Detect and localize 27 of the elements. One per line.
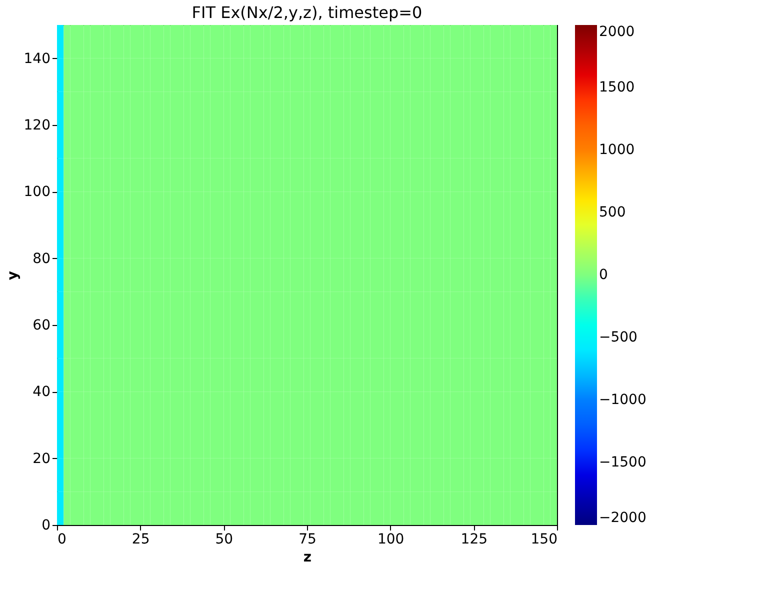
color-bar-label: 500 (599, 204, 626, 220)
y-tick-label: 80 (32, 250, 50, 267)
x-tick-label: 75 (298, 532, 316, 548)
x-tick-label: 50 (215, 532, 234, 548)
color-bar-label: −2000 (599, 510, 646, 526)
y-tick-label: 20 (32, 450, 50, 467)
x-tick-label: 150 (530, 532, 558, 548)
color-bar-label: −500 (599, 330, 638, 346)
y-tick-label: 60 (32, 318, 50, 334)
color-bar-label: −1000 (599, 392, 646, 408)
y-tick-label: 100 (24, 184, 50, 200)
x-tick-label: 25 (132, 532, 150, 548)
color-bar-label: 1000 (599, 142, 635, 158)
chart-title: FIT Ex(Nx/2,y,z), timestep=0 (192, 3, 422, 22)
x-tick-label: 0 (58, 532, 66, 548)
color-bar-label: −1500 (599, 454, 646, 470)
x-tick-label: 125 (460, 532, 488, 548)
x-axis-title: z (303, 550, 312, 566)
y-tick-label: 140 (24, 50, 50, 67)
x-tick-label: 100 (377, 532, 404, 548)
y-tick-label: 120 (24, 118, 50, 134)
y-tick-label: 0 (42, 518, 50, 534)
color-bar-label: 1500 (599, 80, 635, 96)
color-bar-label: 0 (599, 267, 608, 283)
y-tick-label: 40 (32, 384, 50, 400)
color-bar-label: 2000 (599, 24, 635, 40)
y-axis-title: y (4, 270, 21, 280)
